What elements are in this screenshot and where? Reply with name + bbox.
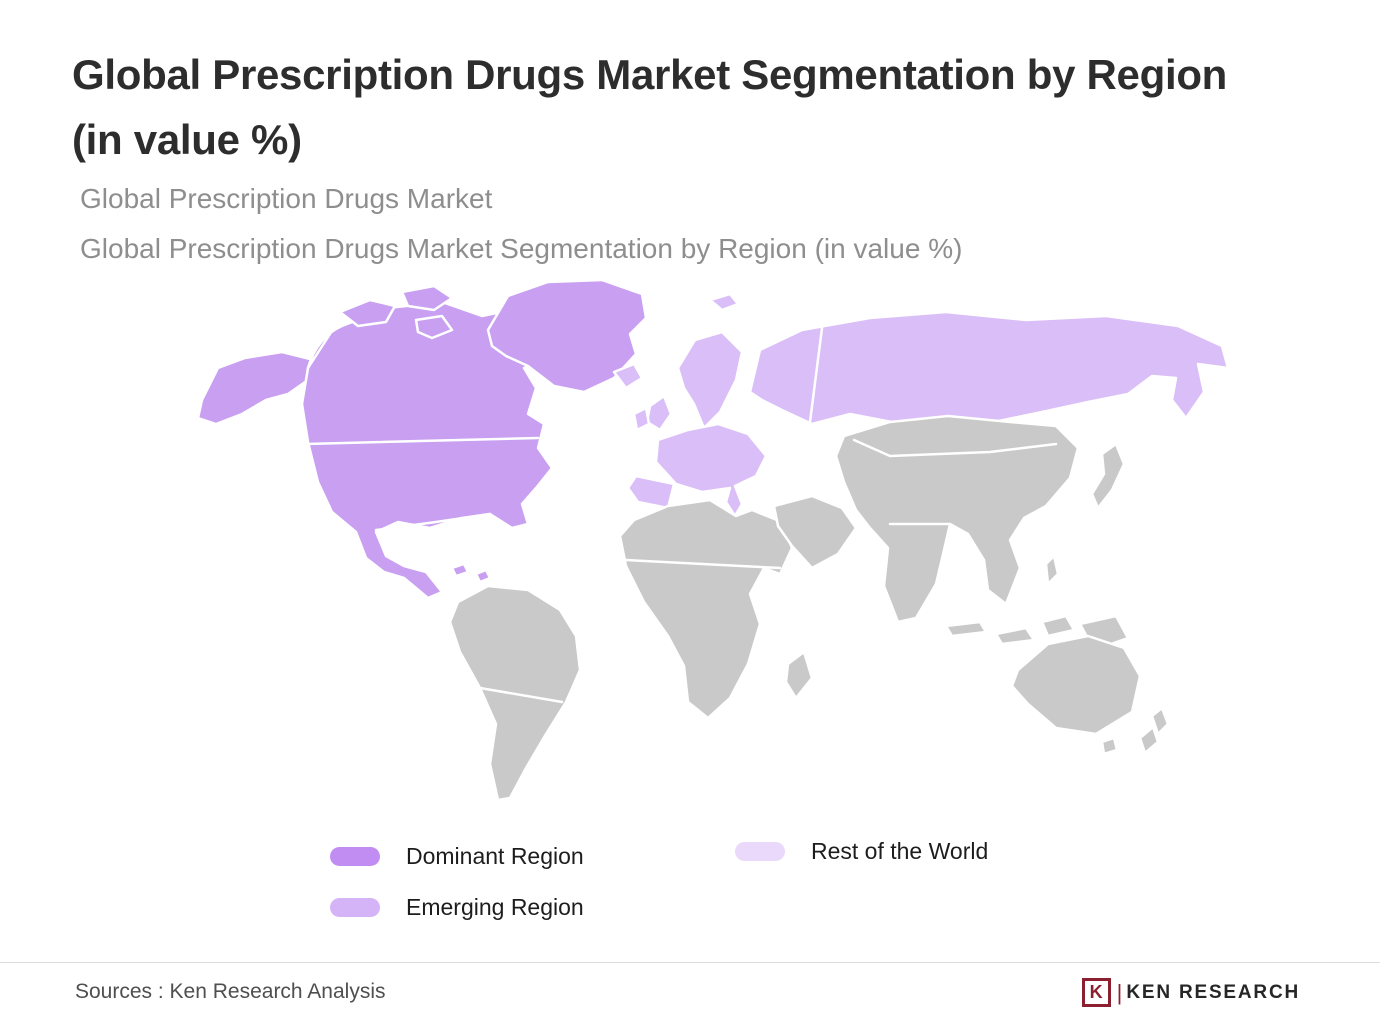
landmass-alaska — [196, 350, 316, 426]
landmass-caribbean-2 — [474, 568, 492, 584]
page-title-line-2: (in value %) — [72, 116, 302, 163]
legend-swatch-dominant — [330, 847, 380, 866]
landmass-iberia — [626, 474, 676, 510]
legend-swatch-emerging — [330, 898, 380, 917]
landmass-africa — [618, 498, 794, 720]
landmass-sulawesi — [1040, 614, 1076, 638]
landmass-new-zealand-south — [1138, 725, 1160, 755]
border-us-mexico — [374, 512, 492, 532]
ken-research-logo: K | KEN RESEARCH — [1081, 978, 1300, 1007]
landmass-scandinavia — [676, 330, 744, 430]
border-sahara — [624, 558, 782, 570]
logo-letter: K — [1089, 982, 1103, 1002]
landmass-ireland — [632, 406, 651, 432]
logo-k-icon: K — [1081, 978, 1111, 1007]
border-europe-russia — [808, 326, 824, 424]
region-dominant-north-america — [196, 278, 648, 600]
legend-label-dominant: Dominant Region — [406, 843, 584, 869]
legend-item-dominant-region: Dominant Region — [330, 843, 584, 870]
landmass-uk — [645, 394, 673, 432]
logo-separator: | — [1116, 979, 1123, 1005]
landmass-new-zealand-north — [1150, 706, 1170, 736]
chart-subtitle-segmentation: Global Prescription Drugs Market Segment… — [80, 233, 963, 264]
legend-label-rest: Rest of the World — [811, 838, 989, 864]
landmass-canada-usa-mexico — [300, 300, 554, 600]
border-central-asia — [852, 438, 1058, 458]
legend-swatch-rest — [735, 842, 785, 861]
world-map — [190, 272, 1330, 802]
landmass-europe-mainland — [654, 422, 768, 518]
landmass-madagascar — [784, 650, 814, 700]
landmass-arabia — [772, 494, 858, 570]
landmass-indonesia-2 — [994, 626, 1036, 646]
legend-item-rest-of-world: Rest of the World — [735, 838, 988, 865]
logo-wordmark: KEN RESEARCH — [1126, 981, 1300, 1003]
landmass-philippines — [1044, 554, 1060, 586]
landmass-svalbard — [708, 292, 740, 312]
landmass-caribbean-1 — [450, 562, 470, 578]
border-alaska-canada — [306, 332, 332, 370]
landmass-greenland — [486, 278, 648, 394]
region-emerging-europe-russia — [612, 292, 1230, 518]
world-map-svg — [196, 278, 1230, 802]
landmass-russia — [748, 310, 1230, 426]
landmass-japan — [1090, 442, 1126, 510]
border-brazil — [478, 686, 564, 704]
region-rest-of-world — [448, 414, 1170, 802]
landmass-arctic-island-1 — [338, 298, 397, 328]
page-title: Global Prescription Drugs Market Segment… — [72, 42, 1342, 172]
landmass-australia — [1010, 634, 1142, 736]
landmass-arctic-island-2 — [400, 284, 454, 312]
landmass-arctic-island-3 — [414, 314, 454, 340]
landmass-indonesia-1 — [944, 620, 988, 638]
chart-subtitle-market: Global Prescription Drugs Market — [80, 183, 493, 214]
landmass-asia — [834, 414, 1080, 624]
footer-divider — [0, 962, 1380, 963]
landmass-iceland — [612, 362, 644, 390]
legend-label-emerging: Emerging Region — [406, 894, 584, 920]
landmass-tasmania — [1100, 736, 1119, 756]
sources-text: Sources : Ken Research Analysis — [75, 980, 386, 1003]
page-title-line-1: Global Prescription Drugs Market Segment… — [72, 51, 1228, 98]
country-borders — [304, 326, 1058, 704]
legend-item-emerging-region: Emerging Region — [330, 894, 584, 921]
border-us-canada — [304, 436, 540, 446]
legend: Dominant Region Emerging Region Rest of … — [330, 838, 1230, 933]
